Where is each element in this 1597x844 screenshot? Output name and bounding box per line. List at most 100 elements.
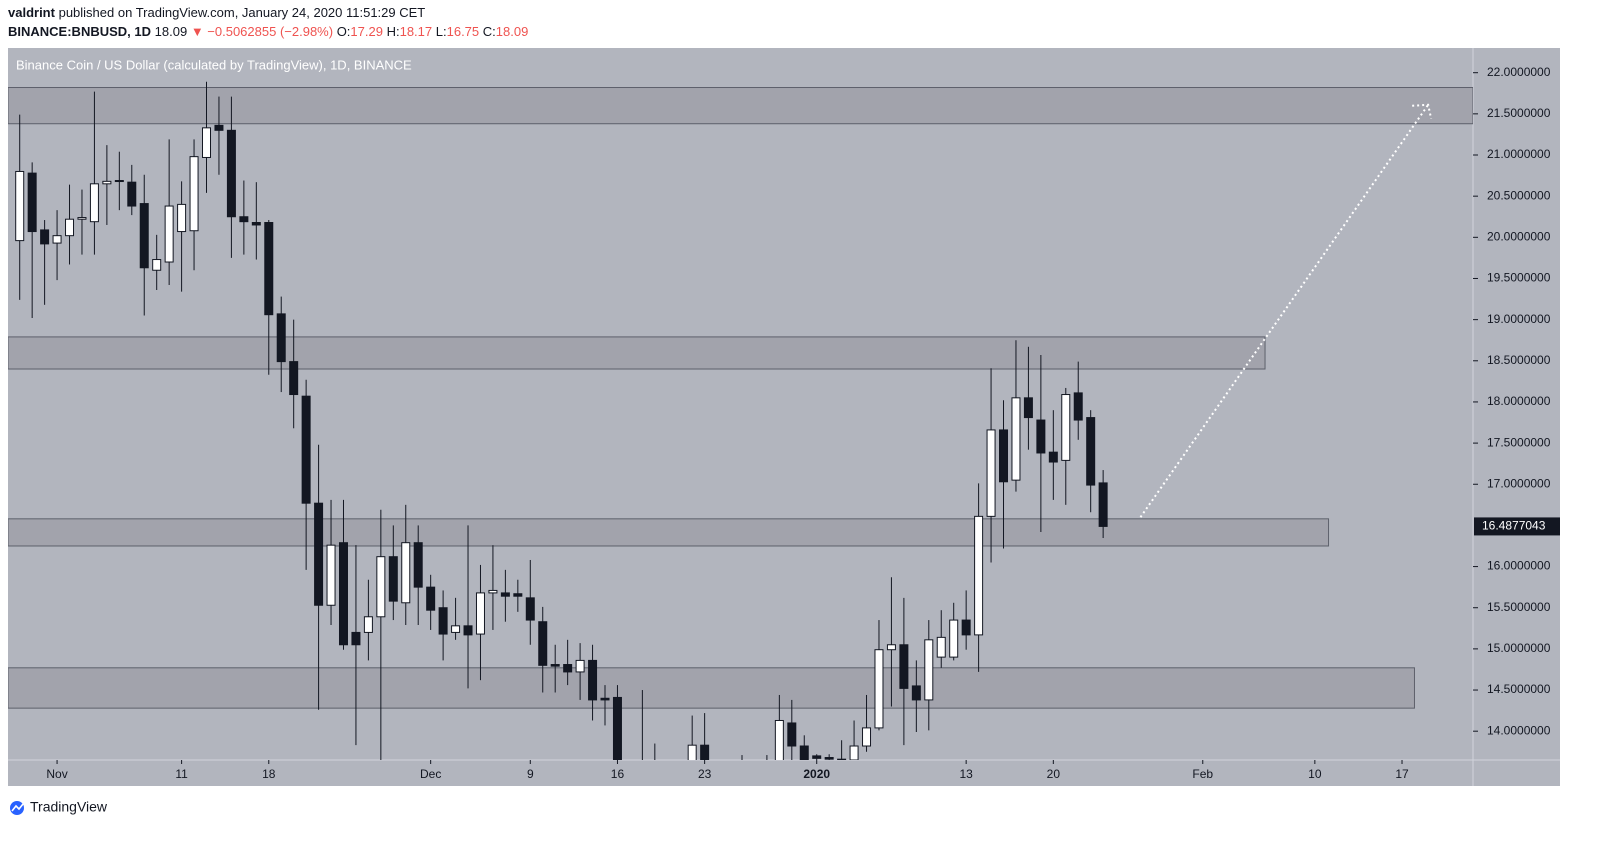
high-value: 18.17 — [400, 24, 433, 39]
candle-body — [949, 619, 959, 658]
y-tick-label: 19.0000000 — [1487, 312, 1551, 326]
brand: TradingView — [30, 799, 108, 815]
candle-body — [911, 685, 921, 701]
zone — [8, 518, 1330, 547]
open-label: O: — [337, 24, 351, 39]
close-value: 18.09 — [496, 24, 529, 39]
candle-body — [1086, 417, 1096, 486]
candle-body — [15, 170, 25, 242]
candle-body — [164, 205, 174, 263]
candle-body — [27, 172, 37, 233]
x-tick-label: 2020 — [803, 767, 830, 781]
candle-body — [1011, 397, 1021, 481]
candle-body — [924, 639, 934, 701]
candle-body — [127, 181, 137, 207]
candle-body — [301, 395, 311, 504]
candle-body — [500, 592, 510, 597]
candle-body — [376, 556, 386, 618]
tradingview-logo: TradingView — [10, 799, 108, 815]
candle-body — [961, 619, 971, 636]
candle-body — [575, 659, 585, 673]
y-tick-label: 15.5000000 — [1487, 600, 1551, 614]
candle-body — [463, 625, 473, 636]
candle-body — [936, 636, 946, 658]
candle-body — [1098, 482, 1108, 527]
candle-body — [525, 597, 535, 621]
x-tick-label: Nov — [46, 767, 67, 781]
candle-body — [799, 745, 809, 760]
candle-body — [388, 556, 398, 602]
candle-body — [276, 313, 286, 363]
candle-body — [488, 589, 498, 594]
candle-body — [1036, 419, 1046, 454]
x-tick-label: 11 — [175, 767, 188, 781]
low-value: 16.75 — [447, 24, 480, 39]
high-label: H: — [387, 24, 400, 39]
candle-body — [202, 127, 212, 158]
last-price-box — [1474, 517, 1560, 536]
last-price-label: 16.4877043 — [1482, 519, 1546, 533]
candle-body — [1048, 451, 1058, 463]
candle-body — [251, 222, 261, 226]
x-tick-label: Dec — [420, 767, 441, 781]
candle-body — [314, 502, 324, 606]
y-tick-label: 20.0000000 — [1487, 229, 1551, 243]
candle-body — [338, 542, 348, 646]
x-tick-label: 13 — [959, 767, 973, 781]
candle-body — [114, 180, 124, 183]
plot-area — [8, 81, 1473, 760]
candle-body — [177, 203, 187, 233]
candle-body — [612, 696, 622, 760]
x-tick-label: 17 — [1395, 767, 1409, 781]
candle-body — [824, 757, 834, 760]
candle-body — [65, 218, 75, 237]
candle-body — [351, 631, 361, 646]
candle-body — [600, 697, 610, 701]
candle-body — [787, 722, 797, 747]
y-tick-label: 20.5000000 — [1487, 188, 1551, 202]
change: ▼ −0.5062855 (−2.98%) — [191, 24, 333, 39]
candle-body — [52, 235, 62, 244]
candle-body — [862, 727, 872, 747]
open-value: 17.29 — [350, 24, 383, 39]
candle-body — [40, 229, 50, 245]
candle-body — [152, 259, 162, 271]
candle-body — [438, 607, 448, 635]
y-tick-label: 21.5000000 — [1487, 106, 1551, 120]
y-tick-label: 14.0000000 — [1487, 723, 1551, 737]
symbol: BINANCE:BNBUSD, 1D — [8, 24, 151, 39]
x-tick-label: 10 — [1308, 767, 1322, 781]
candle-body — [550, 664, 560, 667]
projection-arrowhead — [1412, 103, 1433, 120]
candle-body — [289, 361, 299, 396]
candle-body — [1073, 392, 1083, 421]
candle-body — [214, 124, 224, 131]
y-tick-label: 14.5000000 — [1487, 682, 1551, 696]
candle-body — [189, 156, 199, 232]
author: valdrint — [8, 5, 56, 20]
candle-body — [700, 744, 710, 760]
candle-body — [363, 616, 373, 633]
y-tick-label: 16.0000000 — [1487, 559, 1551, 573]
axes: 14.0000000 14.5000000 15.0000000 15.5000000… — [46, 65, 1560, 781]
low-label: L: — [436, 24, 447, 39]
candle-body — [849, 745, 859, 760]
published: published on TradingView.com, January 24… — [59, 5, 426, 20]
candle-body — [102, 180, 112, 185]
candle-body — [1061, 394, 1071, 461]
candle-body — [774, 719, 784, 760]
candle-body — [837, 758, 847, 760]
candle-body — [538, 621, 548, 666]
y-tick-label: 18.0000000 — [1487, 394, 1551, 408]
y-tick-label: 15.0000000 — [1487, 641, 1551, 655]
y-tick-label: 22.0000000 — [1487, 65, 1551, 79]
y-tick-label: 17.5000000 — [1487, 435, 1551, 449]
x-tick-label: 9 — [527, 767, 534, 781]
y-tick-label: 19.5000000 — [1487, 271, 1551, 285]
candle-body — [999, 429, 1009, 483]
candle-body — [1023, 397, 1033, 419]
candle-body — [413, 542, 423, 588]
x-tick-label: 16 — [611, 767, 625, 781]
